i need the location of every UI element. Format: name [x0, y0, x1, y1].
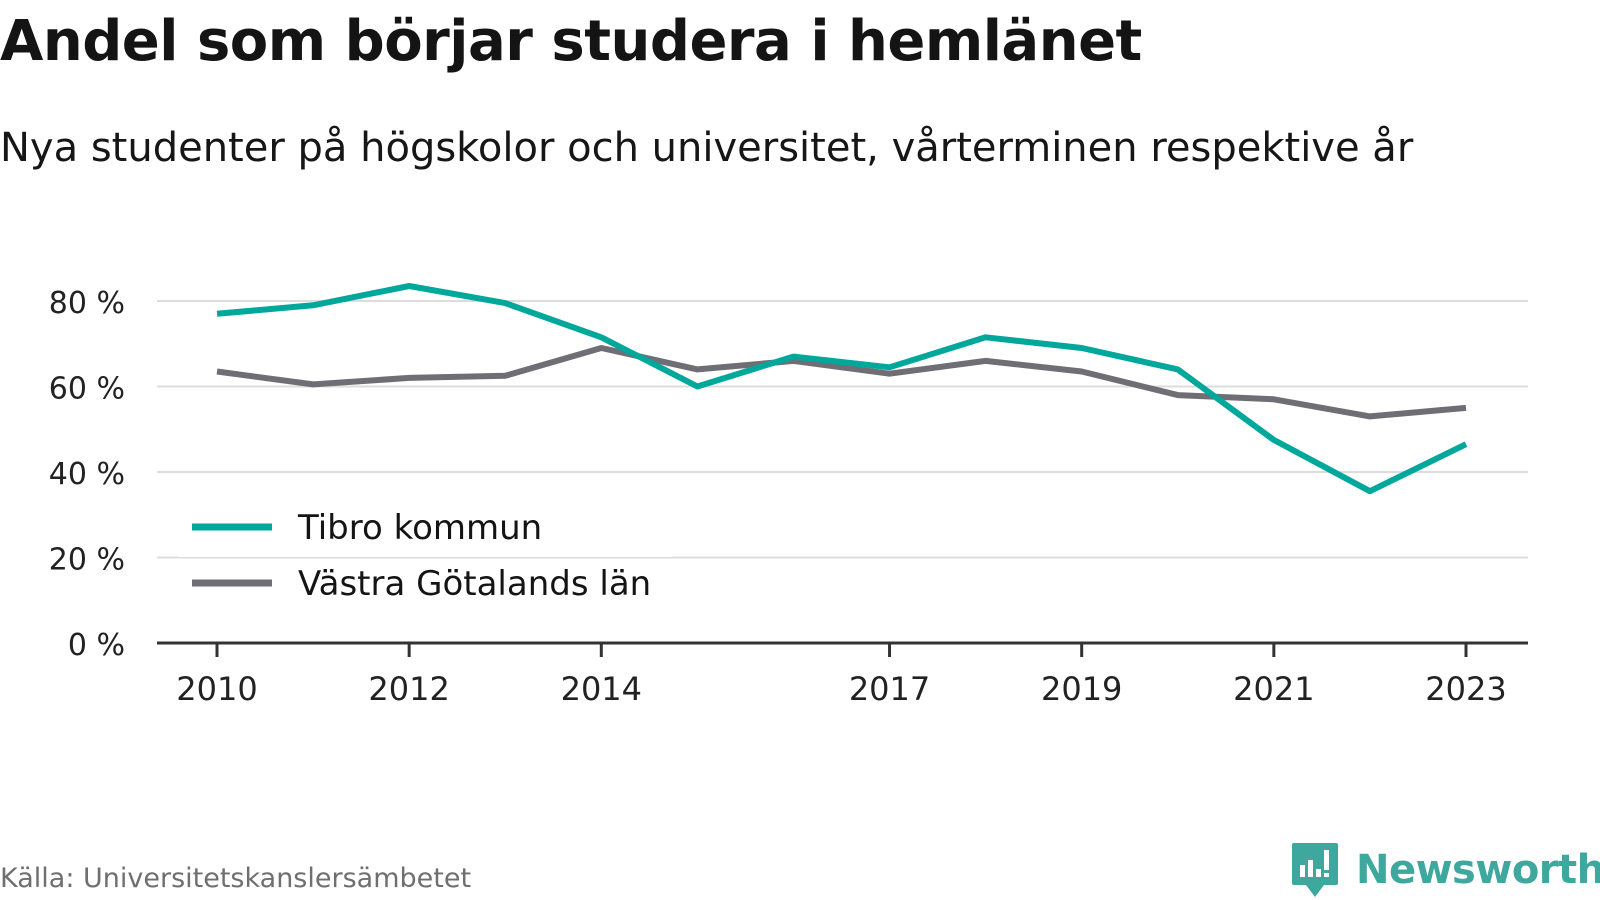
legend-label: Tibro kommun — [297, 508, 542, 548]
chart-title: Andel som börjar studera i hemlänet — [0, 9, 1142, 74]
legend: Tibro kommun Västra Götalands län — [178, 497, 672, 604]
y-tick-label: 20 % — [49, 543, 125, 578]
y-tick-label: 80 % — [49, 286, 125, 321]
x-tick-label: 2017 — [849, 670, 930, 708]
y-tick-label: 60 % — [49, 372, 125, 407]
source-note: Källa: Universitetskanslersämbetet — [0, 863, 472, 894]
brand-name: Newsworthy — [1356, 847, 1600, 893]
x-tick-label: 2010 — [176, 670, 257, 708]
x-tick-label: 2023 — [1425, 670, 1506, 708]
x-tick-label: 2019 — [1041, 670, 1122, 708]
y-tick-label: 0 % — [68, 628, 125, 663]
y-axis-labels: 0 % 20 % 40 % 60 % 80 % — [49, 286, 125, 663]
x-tick-label: 2021 — [1233, 670, 1314, 708]
chart-subtitle: Nya studenter på högskolor och universit… — [0, 125, 1414, 171]
grid-lines — [157, 300, 1528, 559]
x-tick-label: 2012 — [368, 670, 449, 708]
series-lines — [216, 283, 1468, 495]
legend-label: Västra Götalands län — [298, 564, 651, 604]
y-tick-label: 40 % — [49, 457, 125, 492]
newsworthy-logo-icon — [1292, 843, 1338, 897]
tibro-kommun-line — [216, 283, 1468, 495]
vastra-gotalands-lan-line — [216, 345, 1467, 420]
x-axis-ticks — [215, 643, 1468, 657]
x-tick-label: 2014 — [561, 670, 642, 708]
brand: Newsworthy — [1290, 840, 1600, 900]
x-axis-labels: 2010 2012 2014 2017 2019 2021 2023 — [176, 670, 1506, 708]
